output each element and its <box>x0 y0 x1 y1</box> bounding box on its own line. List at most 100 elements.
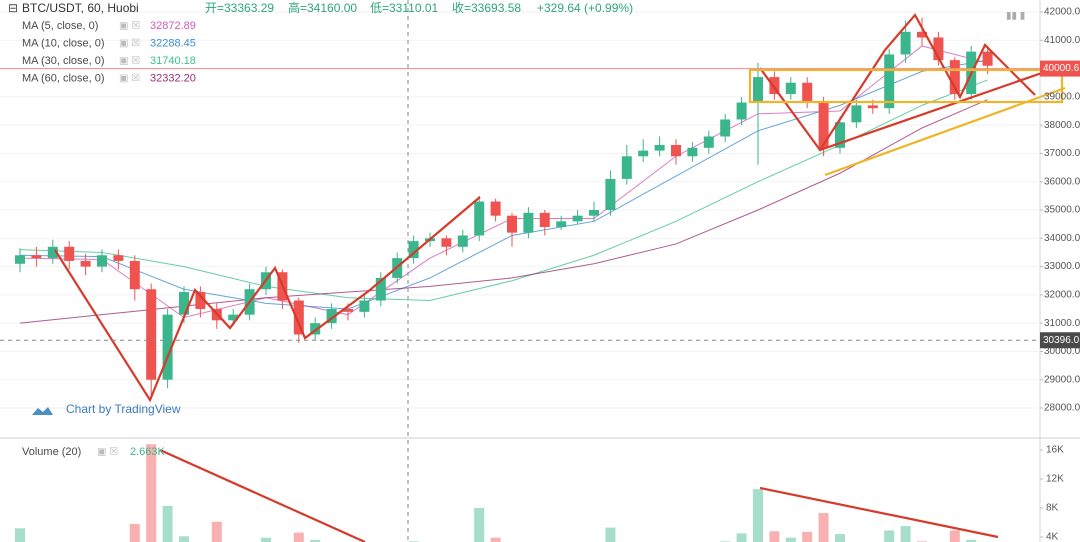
candle-body <box>310 323 321 335</box>
volume-bar <box>949 530 960 542</box>
legend-name: MA (60, close, 0) <box>22 72 105 84</box>
candle-body <box>785 82 796 95</box>
volume-bars <box>15 444 977 542</box>
candle-body <box>474 201 485 236</box>
candle-body <box>589 210 599 216</box>
crosshair-label: 30396.0 <box>1043 335 1080 346</box>
volume-bar <box>293 532 304 542</box>
candle-body <box>671 144 681 157</box>
candle-body <box>457 235 468 247</box>
volume-bar <box>261 537 271 542</box>
range-box <box>748 68 1064 104</box>
candle-body <box>408 241 419 259</box>
symbol-title[interactable]: BTC/USDT, 60, Huobi <box>22 1 139 15</box>
candle-body <box>818 102 829 148</box>
volume-bar <box>179 536 189 542</box>
watermark: Chart by TradingView <box>66 402 181 416</box>
volume-trend <box>159 448 366 542</box>
volume-bar <box>785 537 796 542</box>
volume-bar <box>835 534 845 542</box>
candle-body <box>933 37 944 61</box>
candle-body <box>490 201 501 216</box>
y-tick-label: 39000.00 <box>1044 92 1080 103</box>
volume-bar <box>605 527 616 542</box>
ohlc-value: 开=33363.29 <box>205 1 274 15</box>
y-tick-label: 29000.00 <box>1044 374 1080 385</box>
legend-value: 32332.20 <box>150 72 196 84</box>
volume-bar <box>753 489 763 542</box>
legend-value: 31740.18 <box>150 55 196 67</box>
volume-title: Volume (20) <box>22 446 81 458</box>
candle-body <box>949 60 960 95</box>
candle-body <box>47 246 58 259</box>
candle-body <box>507 215 517 233</box>
volume-bar <box>818 513 829 542</box>
volume-bar <box>966 539 977 542</box>
collapse-icon[interactable]: ⊟ <box>8 1 18 15</box>
y-tick-label: 37000.00 <box>1044 148 1080 159</box>
candle-body <box>162 314 173 380</box>
volume-bar <box>129 523 140 542</box>
y-tick-label: 32000.00 <box>1044 290 1080 301</box>
trend-zigzag <box>759 13 1036 152</box>
volume-bar <box>474 508 485 542</box>
candle-body <box>195 292 206 310</box>
legend-icons: ▣ ☒ <box>119 56 140 67</box>
ohlc-value: 高=34160.00 <box>288 0 357 15</box>
pane-controls[interactable]: ▮▮ ▮ <box>1006 11 1025 22</box>
candle-body <box>736 102 747 120</box>
candle-body <box>179 292 189 315</box>
volume-tick-label: 12K <box>1046 474 1064 485</box>
pane-icons[interactable]: ▣ ☒ <box>97 447 118 458</box>
volume-bar <box>310 539 321 542</box>
candle-body <box>703 136 714 148</box>
candle-body <box>31 255 42 259</box>
candle-body <box>326 309 337 324</box>
volume-tick-label: 4K <box>1046 532 1059 542</box>
volume-bar <box>802 531 813 542</box>
candle-body <box>556 221 567 227</box>
legend-name: MA (30, close, 0) <box>22 55 105 67</box>
candle-body <box>654 144 665 151</box>
y-tick-label: 33000.00 <box>1044 261 1080 272</box>
candle-body <box>64 246 75 261</box>
legend-icons: ▣ ☒ <box>119 21 140 32</box>
candle-body <box>97 255 107 267</box>
volume-value: 2.663K <box>130 446 166 458</box>
candle-body <box>605 178 616 211</box>
y-tick-label: 35000.00 <box>1044 205 1080 216</box>
candle-body <box>982 51 993 66</box>
candle-body <box>129 260 140 290</box>
candle-body <box>753 77 763 103</box>
tv-logo <box>32 407 53 415</box>
candle-body <box>917 31 927 38</box>
candle-body <box>146 289 157 380</box>
change-value: +329.64 (+0.99%) <box>537 1 633 15</box>
y-tick-label: 30000.00 <box>1044 346 1080 357</box>
candle-body <box>867 105 878 109</box>
last-price-badge <box>1040 60 1080 77</box>
candle-body <box>228 314 239 321</box>
volume-bar <box>900 526 911 542</box>
ohlc-value: 收=33693.58 <box>452 1 521 15</box>
volume-bar <box>769 531 780 542</box>
legend-value: 32872.89 <box>150 20 196 32</box>
candle-body <box>359 300 370 312</box>
candle-body <box>80 260 91 267</box>
moving-averages <box>19 45 988 324</box>
ma-line <box>19 79 988 302</box>
y-tick-label: 36000.00 <box>1044 176 1080 187</box>
candle-body <box>523 212 534 233</box>
legend-icons: ▣ ☒ <box>119 73 140 84</box>
drawings <box>54 13 1066 542</box>
crosshair-badge <box>1040 332 1080 349</box>
volume-bar <box>490 537 501 542</box>
volume-bar <box>162 505 173 542</box>
candle-body <box>15 255 25 264</box>
candle-body <box>343 309 353 312</box>
candle-body <box>884 54 895 109</box>
ma-line <box>19 59 988 310</box>
y-tick-label: 34000.00 <box>1044 233 1080 244</box>
